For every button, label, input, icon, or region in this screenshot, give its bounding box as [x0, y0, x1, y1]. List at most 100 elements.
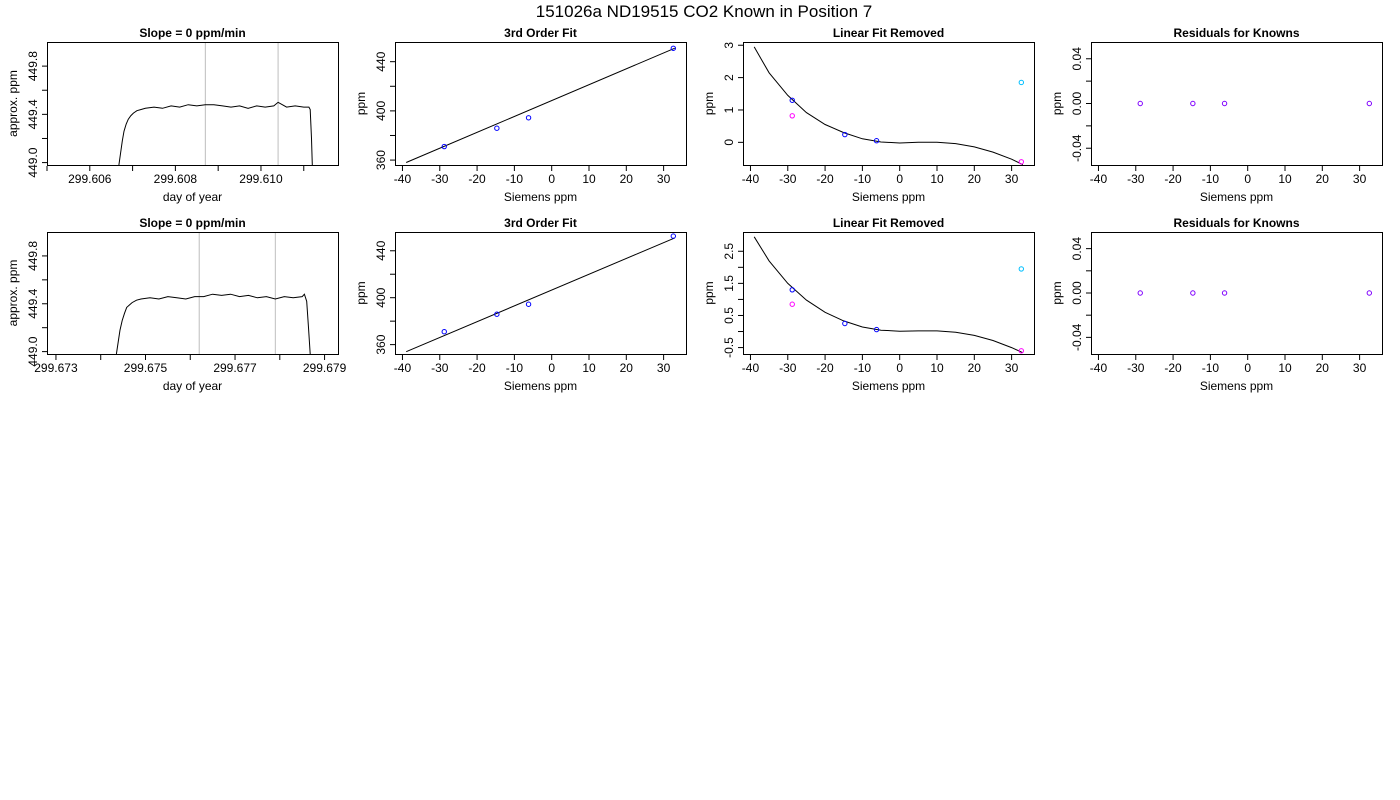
y-tick-label: 360: [374, 150, 388, 170]
x-tick-label: -40: [742, 172, 760, 186]
x-tick-label: -40: [742, 361, 760, 375]
data-point: [1190, 290, 1196, 296]
x-tick-label: -40: [394, 361, 412, 375]
y-tick-label: 449.0: [26, 336, 40, 366]
x-tick-label: 299.608: [154, 172, 198, 186]
y-tick-label: 0: [722, 139, 736, 146]
x-tick-label: 299.675: [124, 361, 168, 375]
chart-panel-6: 3rd Order Fit -40 -30 -20 -10 0 10 20 30 360 400 44…: [354, 216, 687, 393]
y-tick-label: 449.4: [26, 288, 40, 318]
x-tick-label: -10: [1202, 172, 1220, 186]
x-axis-label: Siemens ppm: [504, 190, 577, 204]
x-tick-label: -10: [1202, 361, 1220, 375]
data-point: [842, 131, 848, 138]
y-tick-label: 449.8: [26, 51, 40, 81]
x-tick-label: -30: [431, 361, 449, 375]
data-point: [789, 287, 795, 293]
x-tick-label: -30: [1127, 361, 1145, 375]
data-point: [1137, 290, 1143, 296]
x-axis-label: Siemens ppm: [852, 190, 925, 204]
x-tick-label: -30: [779, 172, 797, 186]
chart-title: Slope = 0 ppm/min: [139, 26, 245, 40]
x-tick-label: 10: [582, 361, 596, 375]
x-tick-label: 0: [896, 361, 903, 375]
x-tick-label: 299.606: [68, 172, 112, 186]
x-tick-label: -20: [816, 172, 834, 186]
data-point: [1366, 100, 1373, 107]
x-tick-label: 20: [620, 172, 634, 186]
x-tick-label: -30: [431, 172, 449, 186]
plot-frame: [395, 232, 687, 355]
data-point: [1137, 100, 1143, 107]
chart-panel-3: Linear Fit Removed -40 -30 -20 -10 0 10 20 30 0 1 2…: [702, 26, 1035, 204]
y-tick-label: -0.04: [1070, 134, 1084, 162]
data-point: [1366, 290, 1373, 296]
data-point: [789, 97, 795, 103]
plot-frame: [743, 42, 1035, 166]
x-tick-label: 30: [1353, 361, 1367, 375]
y-tick-label: 0.5: [722, 307, 736, 324]
chart-panel-1: Slope = 0 ppm/min 299.606 299.608 299.610 44…: [6, 26, 339, 204]
y-axis-label: approx. ppm: [6, 260, 20, 327]
data-point: [873, 326, 880, 333]
y-tick-label: -0.5: [722, 337, 736, 358]
data-point: [1018, 79, 1025, 86]
chart-panel-7: Linear Fit Removed -40 -30 -20 -10 0 10 20 30 -0.…: [702, 216, 1035, 393]
x-tick-label: 30: [657, 361, 671, 375]
x-tick-label: 20: [968, 361, 982, 375]
y-axis-label: ppm: [354, 92, 368, 115]
x-axis-label: Siemens ppm: [504, 379, 577, 393]
chart-title: Slope = 0 ppm/min: [139, 216, 245, 230]
y-tick-label: 2.5: [722, 243, 736, 260]
plot-frame: [47, 42, 339, 166]
y-tick-label: 2: [722, 74, 736, 81]
plot-frame: [1091, 42, 1383, 166]
y-tick-label: 0.04: [1070, 47, 1084, 71]
x-tick-label: 20: [620, 361, 634, 375]
x-axis-label: day of year: [163, 190, 222, 204]
x-tick-label: 0: [1244, 172, 1251, 186]
data-point: [494, 311, 500, 317]
x-tick-label: -40: [394, 172, 412, 186]
x-tick-label: -20: [468, 361, 486, 375]
data-point: [670, 233, 677, 239]
x-tick-label: -20: [816, 361, 834, 375]
y-axis-label: ppm: [1050, 92, 1064, 115]
x-tick-label: -30: [779, 361, 797, 375]
plot-frame: [47, 232, 339, 355]
y-axis-label: ppm: [702, 281, 716, 304]
y-tick-label: 440: [374, 240, 388, 260]
data-point: [1221, 100, 1228, 107]
chart-title: Residuals for Knowns: [1173, 26, 1299, 40]
data-point: [441, 329, 447, 335]
data-point: [525, 301, 532, 307]
data-point: [1190, 100, 1196, 107]
data-point: [1018, 159, 1025, 165]
chart-title: 3rd Order Fit: [504, 26, 577, 40]
data-point: [873, 138, 880, 144]
y-tick-label: 1.5: [722, 275, 736, 292]
data-point: [441, 143, 447, 150]
x-axis-label: Siemens ppm: [1200, 379, 1273, 393]
x-tick-label: 30: [1353, 172, 1367, 186]
y-tick-label: 440: [374, 51, 388, 71]
y-axis-label: ppm: [1050, 281, 1064, 304]
data-point: [494, 125, 500, 131]
plot-frame: [743, 232, 1035, 355]
x-tick-label: 20: [1316, 361, 1330, 375]
x-tick-label: 20: [1316, 172, 1330, 186]
plot-frame: [395, 42, 687, 166]
series-line: [118, 101, 313, 165]
x-tick-label: 0: [548, 361, 555, 375]
x-tick-label: -40: [1090, 172, 1108, 186]
chart-panel-5: Slope = 0 ppm/min 299.673 299.675 299.677 29…: [6, 216, 347, 393]
x-tick-label: 299.679: [303, 361, 347, 375]
y-tick-label: 0.00: [1070, 91, 1084, 115]
x-tick-label: -20: [1164, 361, 1182, 375]
x-axis-label: Siemens ppm: [852, 379, 925, 393]
x-tick-label: 0: [548, 172, 555, 186]
fit-curve: [753, 46, 1024, 165]
y-tick-label: -0.04: [1070, 323, 1084, 351]
y-tick-label: 400: [374, 101, 388, 121]
